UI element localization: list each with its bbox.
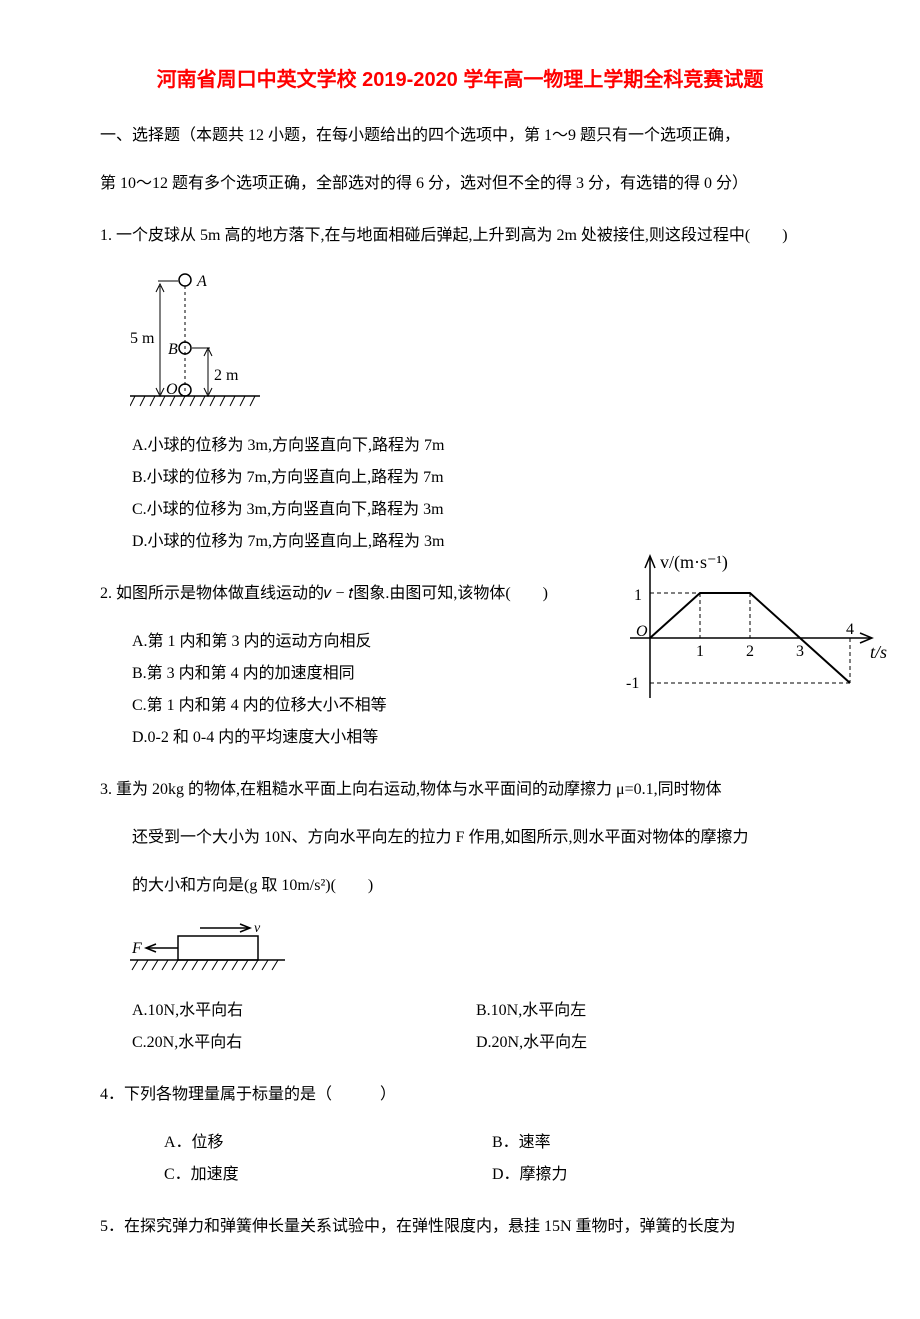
q1-figure: A 5 m B O 2 m [130,268,820,420]
q2-ylabel: v/(m·s⁻¹) [660,552,728,573]
q4-optA: A．位移 [164,1127,492,1159]
q1-label-O: O [166,381,178,398]
question-5: 5．在探究弹力和弹簧伸长量关系试验中，在弹性限度内，悬挂 15N 重物时，弹簧的… [100,1211,820,1243]
q3-optC: C.20N,水平向右 [132,1027,476,1059]
q2-ytick-neg1: -1 [626,675,639,692]
q3-figure: F v [130,918,820,985]
q1-label-2m: 2 m [214,367,239,384]
section-intro-line1: 一、选择题（本题共 12 小题，在每小题给出的四个选项中，第 1～9 题只有一个… [100,120,820,152]
q2-figure: v/(m·s⁻¹) t/s O 1 -1 1 2 3 4 [620,548,890,740]
q2-ytick-1: 1 [634,587,642,604]
q2-xtick-2: 2 [746,643,754,660]
q3-text-l1: 3. 重为 20kg 的物体,在粗糙水平面上向右运动,物体与水平面间的动摩擦力 … [100,774,820,806]
q3-text-l3: 的大小和方向是(g 取 10m/s²)( ) [100,870,820,902]
page-title: 河南省周口中英文学校 2019-2020 学年高一物理上学期全科竞赛试题 [100,60,820,100]
q3-optA: A.10N,水平向右 [132,995,476,1027]
q2-origin: O [636,623,648,640]
question-2: v/(m·s⁻¹) t/s O 1 -1 1 2 3 4 2. 如图所示是物体做… [100,578,820,754]
q1-optC: C.小球的位移为 3m,方向竖直向下,路程为 3m [132,494,820,526]
q1-optA: A.小球的位移为 3m,方向竖直向下,路程为 7m [132,430,820,462]
q5-text: 5．在探究弹力和弹簧伸长量关系试验中，在弹性限度内，悬挂 15N 重物时，弹簧的… [100,1211,820,1243]
q1-text: 1. 一个皮球从 5m 高的地方落下,在与地面相碰后弹起,上升到高为 2m 处被… [100,220,820,252]
q2-xtick-3: 3 [796,643,804,660]
q4-optB: B．速率 [492,1127,820,1159]
q3-label-v: v [254,921,261,936]
q4-optC: C．加速度 [164,1159,492,1191]
q3-optB: B.10N,水平向左 [476,995,820,1027]
question-3: 3. 重为 20kg 的物体,在粗糙水平面上向右运动,物体与水平面间的动摩擦力 … [100,774,820,1059]
q3-label-F: F [131,940,142,957]
q2-xlabel: t/s [870,642,887,662]
q2-xtick-1: 1 [696,643,704,660]
q3-optD: D.20N,水平向左 [476,1027,820,1059]
question-4: 4．下列各物理量属于标量的是（ ） A．位移 B．速率 C．加速度 D．摩擦力 [100,1079,820,1191]
q1-label-A: A [196,273,207,290]
q2-xtick-4: 4 [846,621,854,638]
question-1: 1. 一个皮球从 5m 高的地方落下,在与地面相碰后弹起,上升到高为 2m 处被… [100,220,820,558]
q1-optB: B.小球的位移为 7m,方向竖直向上,路程为 7m [132,462,820,494]
q3-text-l2: 还受到一个大小为 10N、方向水平向左的拉力 F 作用,如图所示,则水平面对物体… [100,822,820,854]
section-intro-line2: 第 10～12 题有多个选项正确，全部选对的得 6 分，选对但不全的得 3 分，… [100,168,820,200]
q4-text: 4．下列各物理量属于标量的是（ ） [100,1079,820,1111]
q1-label-5m: 5 m [130,330,155,347]
q1-label-B: B [168,341,178,358]
q4-optD: D．摩擦力 [492,1159,820,1191]
